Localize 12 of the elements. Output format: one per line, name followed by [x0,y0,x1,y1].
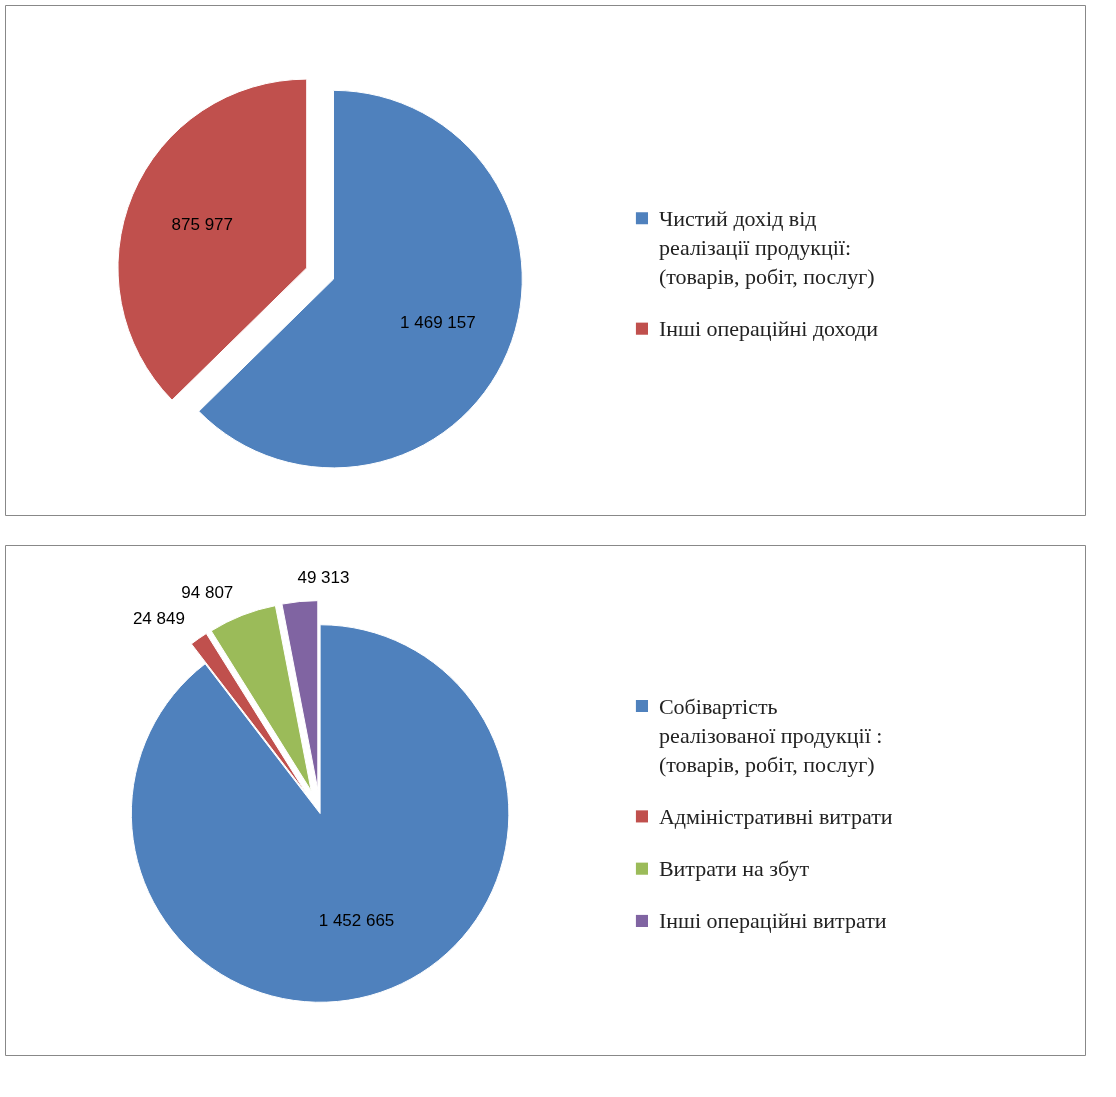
legend-label: Витрати на збут [658,856,810,882]
data-label: 875 977 [171,214,234,234]
legend-label: Чистий дохід від реалізації продукції: (товарів, робіт, послуг) [658,205,875,289]
legend-label: Собівартість реалізованої продукції : (товарів, робіт, послуг) [658,693,883,777]
data-label: 1 469 157 [400,313,476,333]
legend-label: Адміністративні витрати [658,803,893,829]
data-label: 24 849 [132,609,185,629]
data-label: 94 807 [181,583,234,603]
legend-label: Інші операційні доходи [658,316,879,342]
legend-label: Інші операційні витрати [658,908,887,934]
data-label: 1 452 665 [318,911,395,931]
data-label: 49 313 [297,567,350,587]
